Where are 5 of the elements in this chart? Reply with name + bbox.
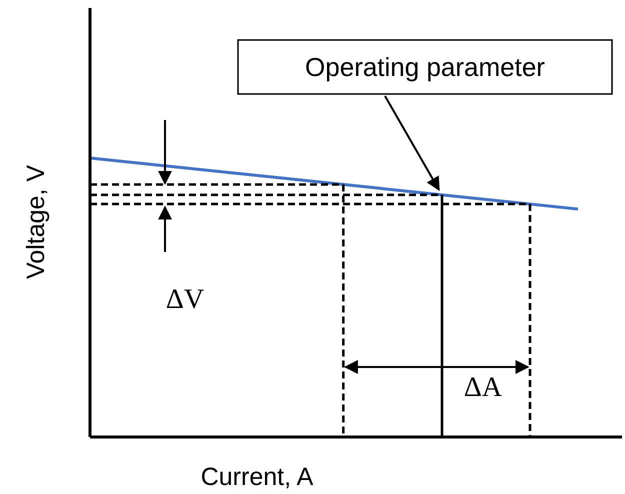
text: Operating parameter xyxy=(305,52,546,82)
y-axis-title: Voltage, V xyxy=(22,164,50,279)
annotation: ΔA xyxy=(464,372,503,403)
annotation: ΔV xyxy=(166,284,204,315)
x-axis-title: Current, A xyxy=(200,463,314,491)
